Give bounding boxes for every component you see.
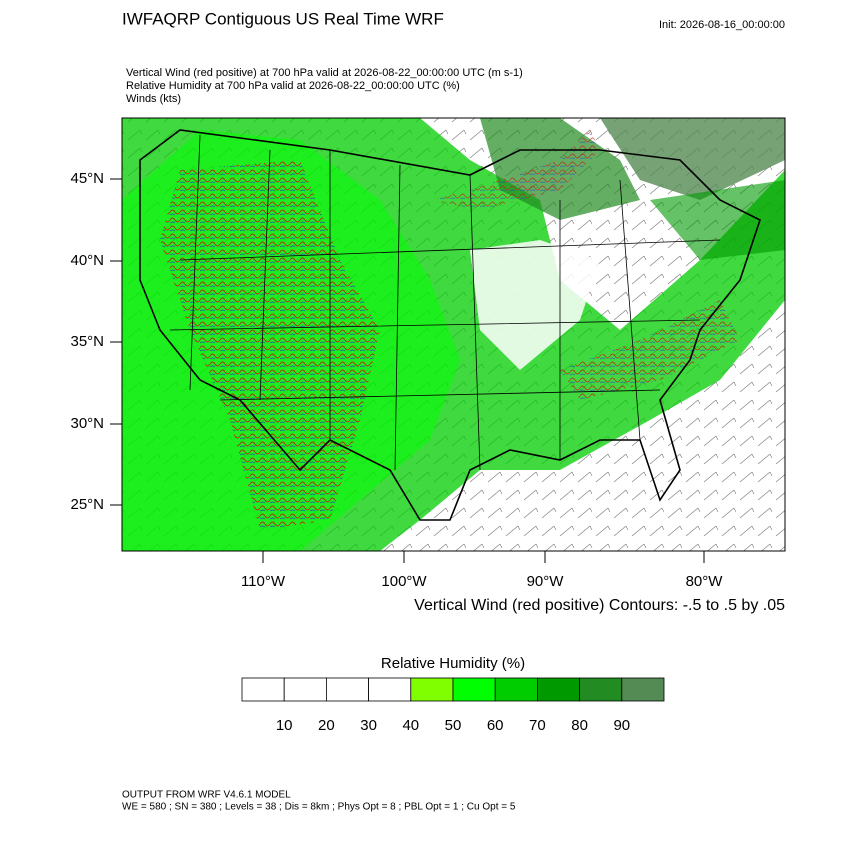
lat-label: 30°N [70,415,104,432]
humidity-area [600,118,785,200]
colorbar-tick-label: 70 [529,717,546,734]
colorbar-box [283,677,327,702]
colorbar-title: Relative Humidity (%) [381,655,525,672]
colorbar-tick-label: 40 [402,717,419,734]
colorbar-box [537,677,581,702]
init-time: Init: 2026-08-16_00:00:00 [659,19,785,31]
colorbar-tick-label: 60 [487,717,504,734]
field-line: Winds (kts) [126,93,181,105]
dry-area [470,240,600,370]
colorbar-tick-label: 50 [445,717,462,734]
colorbar-box [621,677,665,702]
field-line: Vertical Wind (red positive) at 700 hPa … [126,67,523,79]
colorbar-box [452,677,496,702]
colorbar-box [325,677,369,702]
lon-label: 90°W [527,573,565,590]
colorbar-tick-label: 10 [276,717,293,734]
title: IWFAQRP Contiguous US Real Time WRF [122,9,444,28]
lat-label: 45°N [70,170,104,187]
vertical-wind-contours [430,130,600,210]
lon-label: 100°W [381,573,427,590]
colorbar-box [494,677,538,702]
lat-label: 25°N [70,496,104,513]
colorbar: 10 20 30 40 50 60 70 80 90 [241,677,665,734]
field-line: Relative Humidity at 700 hPa valid at 20… [126,80,460,92]
footer-line: WE = 580 ; SN = 380 ; Levels = 38 ; Dis … [122,802,516,813]
lat-label: 40°N [70,252,104,269]
lat-label: 35°N [70,333,104,350]
lon-label: 110°W [241,573,286,590]
map [122,118,785,551]
colorbar-tick-label: 30 [360,717,377,734]
vertical-wind-contours [160,160,380,530]
colorbar-box [579,677,623,702]
colorbar-box [410,677,454,702]
colorbar-box [241,677,285,702]
colorbar-box [368,677,412,702]
humidity-area [650,180,785,260]
map-frame [121,117,786,552]
footer-line: OUTPUT FROM WRF V4.6.1 MODEL [122,790,291,801]
country-outline [139,129,761,521]
colorbar-tick-label: 80 [571,717,588,734]
vertical-wind-contours [560,300,740,400]
contour-note: Vertical Wind (red positive) Contours: -… [414,597,785,614]
colorbar-tick-label: 90 [613,717,630,734]
lon-label: 80°W [686,573,724,590]
state-borders [169,134,721,471]
colorbar-tick-label: 20 [318,717,335,734]
